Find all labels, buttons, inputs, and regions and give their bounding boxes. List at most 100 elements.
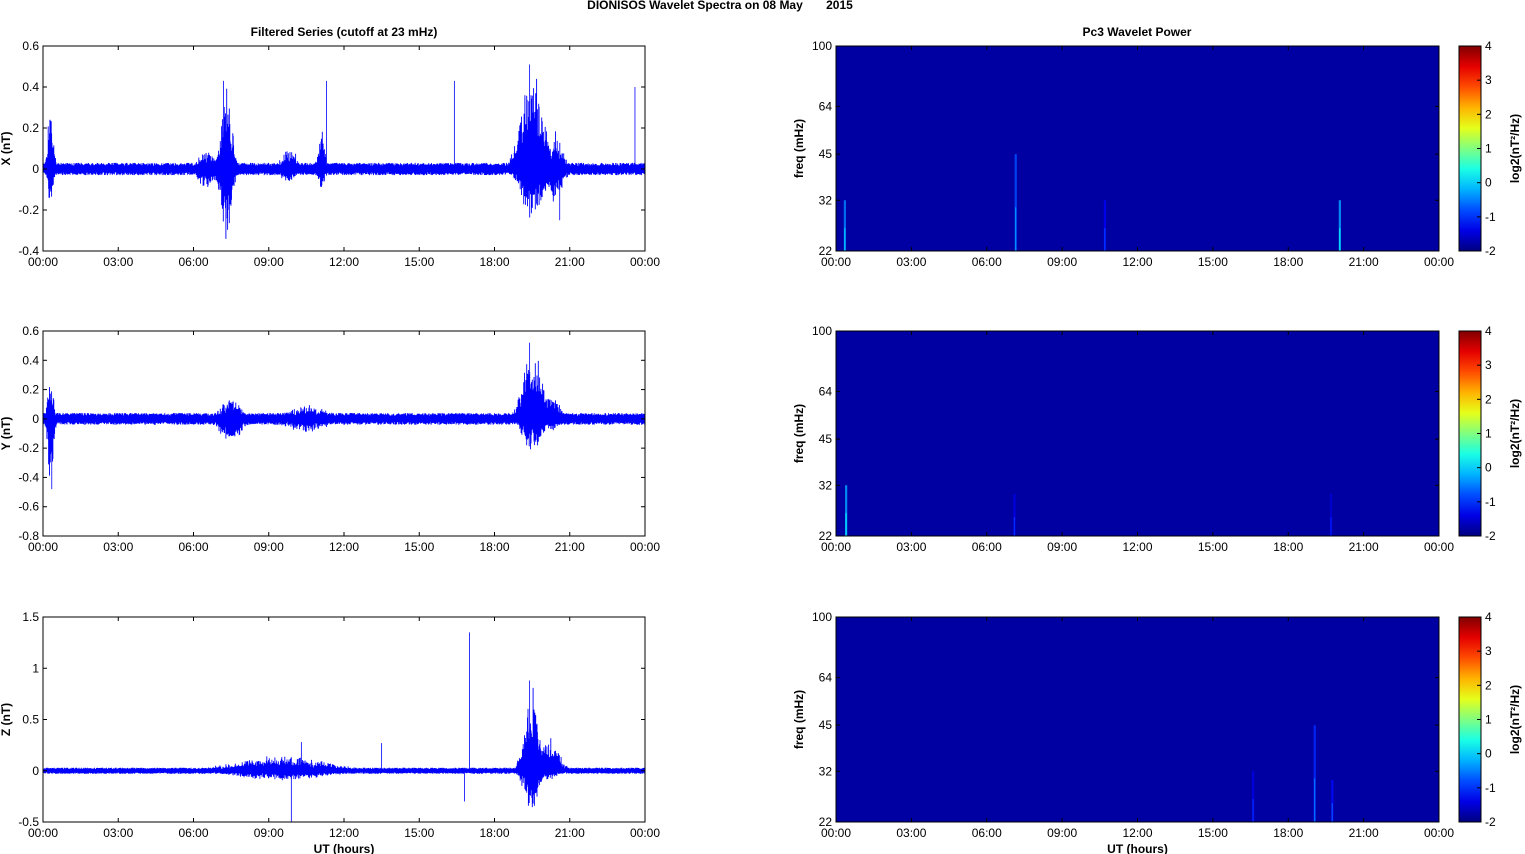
y-tick-label: -0.2: [18, 441, 39, 455]
figure-suptitle: DIONISOS Wavelet Spectra on 08 May 2015: [587, 0, 853, 12]
y-axis-label: freq (mHz): [792, 404, 806, 463]
colorbar-tick-label: 3: [1485, 358, 1492, 372]
x-tick-label: 21:00: [555, 540, 585, 554]
colorbar-tick-label: -2: [1485, 244, 1496, 258]
x-tick-label: 03:00: [896, 826, 926, 840]
y-tick-label: 0.2: [22, 383, 39, 397]
y-axis-label: freq (mHz): [792, 690, 806, 749]
y-tick-label: 0.6: [22, 39, 39, 53]
x-tick-label: 00:00: [821, 826, 851, 840]
y-tick-label: 64: [819, 384, 833, 398]
power-streak-core: [1252, 799, 1254, 822]
power-streak-core: [1104, 228, 1106, 251]
x-tick-label: 15:00: [1198, 255, 1228, 269]
y-tick-label: 0.6: [22, 324, 39, 338]
x-tick-label: 03:00: [103, 826, 133, 840]
spectrum-background: [836, 46, 1439, 251]
left-column-title: Filtered Series (cutoff at 23 mHz): [251, 25, 438, 39]
x-tick-label: 03:00: [103, 255, 133, 269]
series-panel-2: 0.60.40.20-0.2-0.4-0.6-0.800:00 03:00 06:0…: [0, 324, 660, 554]
x-tick-label: 12:00: [329, 540, 359, 554]
power-streak-core: [1015, 207, 1017, 251]
x-tick-label: 06:00: [178, 540, 208, 554]
colorbar-tick-label: 4: [1485, 324, 1492, 338]
colorbar-tick-label: -1: [1485, 495, 1496, 509]
y-tick-label: -0.4: [18, 244, 39, 258]
y-tick-label: 22: [819, 815, 833, 829]
power-streak-core: [1330, 517, 1332, 536]
x-tick-label: 09:00: [254, 826, 284, 840]
y-tick-label: -0.5: [18, 815, 39, 829]
x-tick-label: 12:00: [1122, 255, 1152, 269]
panels: 0.60.40.20-0.2-0.400:00 03:00 06:00 09:00 12…: [0, 39, 1522, 854]
x-tick-label: 18:00: [1273, 826, 1303, 840]
y-tick-label: 0: [32, 412, 39, 426]
colorbar-tick-label: 2: [1485, 392, 1492, 406]
colorbar-tick-label: -2: [1485, 815, 1496, 829]
power-streak-core: [1339, 228, 1341, 251]
power-streak: [1013, 494, 1016, 536]
x-tick-label: 06:00: [972, 826, 1002, 840]
x-tick-label: 09:00: [254, 255, 284, 269]
power-streak: [843, 200, 846, 251]
y-tick-label: 22: [819, 529, 833, 543]
x-tick-label: 21:00: [1349, 826, 1379, 840]
y-tick-label: -0.2: [18, 203, 39, 217]
x-tick-label: 21:00: [1349, 255, 1379, 269]
power-streak: [1331, 780, 1334, 822]
power-streak: [1329, 494, 1333, 536]
power-streak-core: [1314, 778, 1316, 822]
x-tick-label: 12:00: [329, 255, 359, 269]
x-tick-label: 06:00: [972, 255, 1002, 269]
axes-frame: [42, 330, 646, 537]
x-tick-label: 00:00: [1424, 255, 1454, 269]
colorbar-tick-label: -1: [1485, 781, 1496, 795]
colorbar-tick-label: 2: [1485, 678, 1492, 692]
y-tick-label: 32: [819, 478, 833, 492]
y-tick-label: 22: [819, 244, 833, 258]
power-streak: [1103, 200, 1107, 251]
y-axis-label: Y (nT): [0, 417, 13, 451]
x-tick-label: 00:00: [1424, 826, 1454, 840]
spectrum-background: [836, 617, 1439, 822]
y-tick-label: 0.4: [22, 353, 39, 367]
y-tick-label: 100: [812, 610, 832, 624]
colorbar-tick-label: 3: [1485, 73, 1492, 87]
x-tick-label: 00:00: [1424, 540, 1454, 554]
x-tick-label: 21:00: [555, 826, 585, 840]
x-tick-label: 00:00: [28, 540, 58, 554]
y-tick-label: 32: [819, 193, 833, 207]
colorbar-tick-label: 4: [1485, 610, 1492, 624]
y-tick-label: 100: [812, 324, 832, 338]
x-tick-label: 03:00: [896, 255, 926, 269]
x-tick-label: 15:00: [404, 255, 434, 269]
colorbar-tick-label: 1: [1485, 713, 1492, 727]
x-tick-label: 06:00: [178, 255, 208, 269]
y-tick-label: 100: [812, 39, 832, 53]
y-tick-label: -0.8: [18, 529, 39, 543]
y-tick-label: -0.4: [18, 470, 39, 484]
colorbar-tick-label: -1: [1485, 210, 1496, 224]
x-tick-label: 00:00: [28, 255, 58, 269]
colorbar-tick-label: 1: [1485, 142, 1492, 156]
x-tick-label: 00:00: [630, 255, 660, 269]
power-streak-core: [1331, 803, 1333, 822]
y-tick-label: 64: [819, 99, 833, 113]
x-tick-label: 15:00: [404, 826, 434, 840]
x-tick-label: 12:00: [1122, 826, 1152, 840]
x-tick-label: 15:00: [1198, 540, 1228, 554]
x-tick-label: 18:00: [479, 826, 509, 840]
x-tick-label: 00:00: [821, 255, 851, 269]
x-tick-label: 00:00: [821, 540, 851, 554]
power-streak: [1338, 200, 1341, 251]
power-streak: [1252, 771, 1255, 822]
colorbar-tick-label: 0: [1485, 747, 1492, 761]
colorbar-tick-label: 4: [1485, 39, 1492, 53]
colorbar-label: log2(nT²/Hz): [1508, 114, 1522, 183]
y-tick-label: 32: [819, 764, 833, 778]
x-tick-label: 18:00: [1273, 540, 1303, 554]
power-streak-core: [844, 228, 846, 251]
axes-frame: [42, 616, 646, 823]
